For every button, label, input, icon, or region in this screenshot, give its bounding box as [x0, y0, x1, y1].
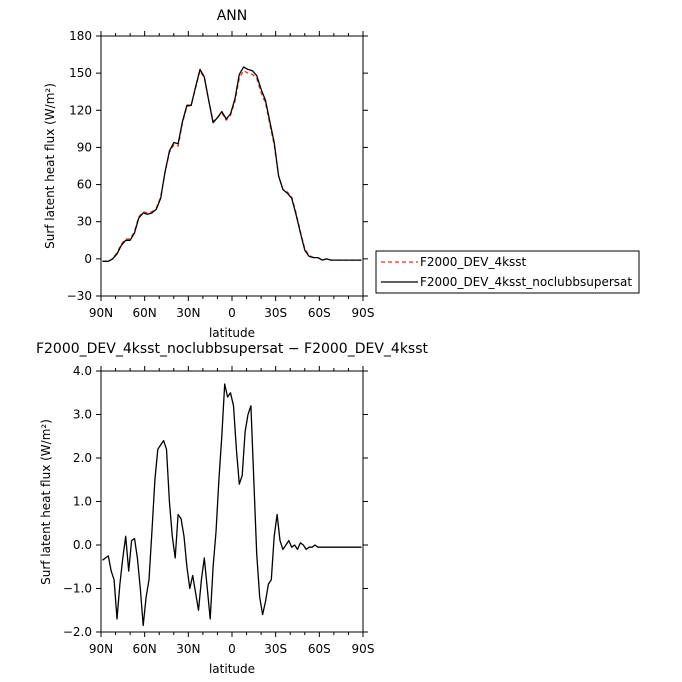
bottom-x-tick-label: 60S: [308, 642, 331, 656]
bottom-axis-ticks: 90N 60N 30N 0 30S 60S 90S −2.0 −1.0 0.0 1.0 2.0 3.0 4…: [63, 364, 375, 656]
top-x-tick-label: 60S: [308, 306, 331, 320]
top-y-tick-label: 120: [69, 103, 92, 117]
bottom-panel: F2000_DEV_4ksst_noclubbsupersat − F2000_…: [36, 341, 429, 676]
bottom-x-tick-label: 0: [228, 642, 236, 656]
top-x-tick-label: 30N: [176, 306, 200, 320]
bottom-x-axis-label: latitude: [209, 662, 255, 676]
bottom-chart-title: F2000_DEV_4ksst_noclubbsupersat − F2000_…: [36, 341, 429, 357]
bottom-x-tick-label: 30N: [176, 642, 200, 656]
top-y-tick-label: 60: [77, 178, 92, 192]
bottom-series-line-1: [102, 383, 362, 627]
top-x-axis-label: latitude: [209, 326, 255, 340]
top-x-tick-label: 90S: [352, 306, 375, 320]
legend-label-series-1: F2000_DEV_4ksst: [420, 255, 527, 269]
top-chart-title: ANN: [217, 8, 248, 24]
bottom-x-tick-label: 90N: [89, 642, 113, 656]
top-series-line-2: [102, 66, 362, 262]
top-y-axis-label: Surf latent heat flux (W/m²): [43, 83, 57, 249]
top-y-tick-label: 30: [77, 215, 92, 229]
top-y-tick-label: 150: [69, 66, 92, 80]
bottom-x-tick-label: 60N: [133, 642, 157, 656]
top-plot-frame: [100, 35, 364, 297]
bottom-y-tick-label: 0.0: [73, 538, 92, 552]
top-series-lines: [102, 66, 362, 262]
top-y-tick-label: 180: [69, 29, 92, 43]
top-x-tick-label: 0: [228, 306, 236, 320]
legend-box: [375, 250, 640, 294]
top-panel: ANN 90N 60N 30N 0 30S 60S 90S −30 0 30 60 90 120 150 1…: [43, 8, 640, 340]
bottom-y-tick-label: 3.0: [73, 408, 92, 422]
top-x-tick-label: 90N: [89, 306, 113, 320]
bottom-x-tick-label: 30S: [264, 642, 287, 656]
bottom-y-tick-label: 1.0: [73, 495, 92, 509]
bottom-y-tick-label: −2.0: [63, 625, 92, 639]
top-y-tick-label: −30: [67, 289, 92, 303]
bottom-series-lines: [102, 383, 362, 627]
top-y-tick-label: 0: [84, 252, 92, 266]
top-x-tick-label: 60N: [133, 306, 157, 320]
top-axis-ticks: 90N 60N 30N 0 30S 60S 90S −30 0 30 60 90 120 150 180: [67, 29, 375, 320]
bottom-x-tick-label: 90S: [352, 642, 375, 656]
bottom-y-tick-label: 2.0: [73, 451, 92, 465]
top-x-tick-label: 30S: [264, 306, 287, 320]
top-y-tick-label: 90: [77, 140, 92, 154]
bottom-y-tick-label: 4.0: [73, 364, 92, 378]
top-series-line-1: [102, 70, 362, 262]
bottom-y-axis-label: Surf latent heat flux (W/m²): [39, 419, 53, 585]
legend-label-series-2: F2000_DEV_4ksst_noclubbsupersat: [420, 275, 632, 289]
bottom-y-tick-label: −1.0: [63, 582, 92, 596]
